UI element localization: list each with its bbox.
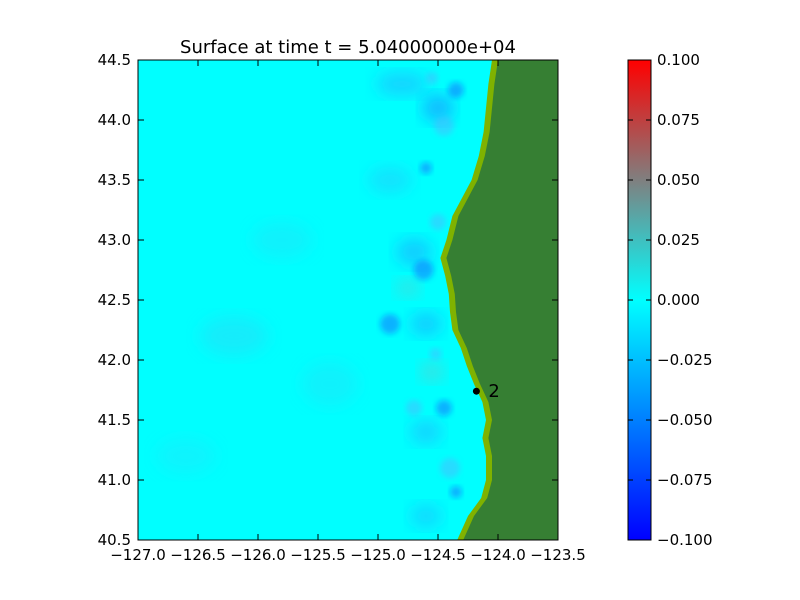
anomaly-speck (450, 486, 462, 498)
anomaly-speck (440, 458, 460, 478)
anomaly-speck (429, 348, 442, 360)
x-tick-label: −125.0 (350, 546, 406, 564)
anomaly-speck (380, 314, 400, 334)
y-tick-label: 41.0 (98, 471, 131, 489)
colorbar-tick-label: −0.075 (657, 471, 713, 489)
colorbar-tick-label: −0.025 (657, 351, 713, 369)
x-tick-label: −125.5 (290, 546, 346, 564)
anomaly-speck (420, 162, 432, 174)
colorbar-ticks: −0.100 −0.075 −0.050 −0.025 0.000 0.025 0.050 0… (628, 51, 713, 549)
anomaly-blob (410, 420, 442, 444)
anomaly-blob (200, 316, 268, 356)
anomaly-blob (410, 504, 442, 528)
anomaly-blob (396, 238, 432, 266)
y-axis: 40.5 41.0 41.5 42.0 42.5 43.0 43.5 44.0 44.5 (98, 51, 558, 549)
anomaly-blob (422, 94, 454, 122)
anomaly-speck (448, 82, 464, 98)
anomaly-speck (430, 214, 446, 230)
x-tick-label: −126.5 (170, 546, 226, 564)
y-tick-label: 43.0 (98, 231, 131, 249)
colorbar-tick-label: −0.050 (657, 411, 713, 429)
anomaly-blob (376, 72, 428, 96)
shore-band (440, 60, 500, 540)
x-axis: −127.0 −126.5 −126.0 −125.5 −125.0 −124.5 −124… (110, 60, 586, 564)
colorbar-tick-label: 0.000 (657, 291, 700, 309)
y-tick-label: 40.5 (98, 531, 131, 549)
anomaly-blob (156, 438, 216, 474)
y-tick-label: 41.5 (98, 411, 131, 429)
gauge-marker (472, 387, 480, 395)
colorbar-tick-label: 0.025 (657, 231, 700, 249)
anomaly-blob (302, 362, 358, 406)
anomaly-blob (368, 166, 412, 194)
land-mass (446, 60, 558, 540)
colorbar-tick-label: −0.100 (657, 531, 713, 549)
surface-anomalies (156, 72, 464, 528)
y-tick-label: 44.0 (98, 111, 131, 129)
x-tick-label: −124.0 (470, 546, 526, 564)
colorbar-tick-label: 0.050 (657, 171, 700, 189)
plot-area: 2 (138, 60, 558, 540)
anomaly-blob (396, 279, 420, 297)
anomaly-speck (434, 116, 454, 136)
chart-title: Surface at time t = 5.04000000e+04 (180, 37, 516, 58)
gauge-label: 2 (488, 381, 499, 402)
gauges: 2 (472, 381, 500, 402)
colorbar: −0.100 −0.075 −0.050 −0.025 0.000 0.025 0.050 0… (627, 51, 713, 549)
anomaly-blob (410, 312, 442, 336)
anomaly-speck (436, 400, 452, 416)
anomaly-speck (426, 72, 438, 84)
anomaly-blob (252, 222, 312, 258)
y-tick-label: 43.5 (98, 171, 131, 189)
anomaly-speck (406, 400, 422, 416)
y-tick-label: 44.5 (98, 51, 131, 69)
y-tick-label: 42.5 (98, 291, 131, 309)
y-tick-label: 42.0 (98, 351, 131, 369)
x-tick-label: −126.0 (230, 546, 286, 564)
colorbar-tick-label: 0.075 (657, 111, 700, 129)
x-tick-label: −127.0 (110, 546, 166, 564)
x-tick-label: −123.5 (530, 546, 586, 564)
colorbar-tick-label: 0.100 (657, 51, 700, 69)
anomaly-speck (413, 260, 434, 280)
anomaly-blob (420, 362, 444, 382)
x-tick-label: −124.5 (410, 546, 466, 564)
